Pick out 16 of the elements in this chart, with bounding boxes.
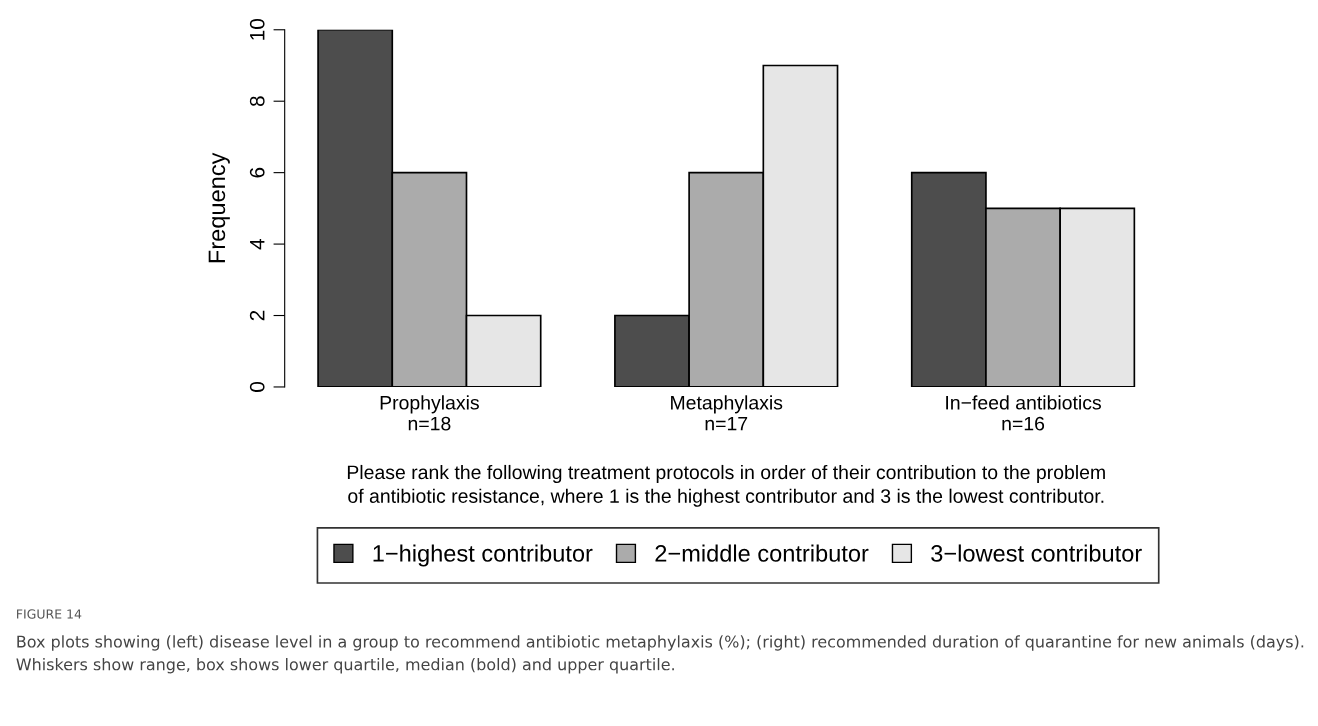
y-tick-label: 8 [249, 96, 265, 107]
y-tick-label: 6 [249, 167, 265, 178]
x-tick-label: Metaphylaxis n=17 [671, 395, 783, 431]
y-tick-label: 0 [249, 381, 265, 392]
x-tick-label: In−feed antibiotics n=16 [946, 395, 1101, 431]
y-tick-label: 10 [249, 18, 265, 40]
y-tick-label: 4 [250, 238, 265, 250]
legend-label: 2−middle contributor [655, 544, 869, 562]
x-tick-label: Prophylaxis n=18 [380, 395, 479, 431]
caption: FIGURE 14 [17, 609, 82, 619]
y-axis-title: Frequency [208, 152, 230, 263]
text: Box plots showing (left) disease level in a group to recommend antibiotic metaphylaxis (%); (right) recommended duration of quarantine for new animals (days). Whiskers show range, box shows lower quartile, median (bold) and upper quartile. [16, 635, 1304, 674]
y-tick-label: 2 [249, 310, 265, 321]
x-axis-title: Please rank the following treatment protocols in order of their contribution to the problem of antibiotic resistance, where 1 is the highest contributor and 3 is the lowest contributor. [347, 464, 1105, 507]
legend-label: 1−highest contributor [373, 544, 593, 567]
legend-label: 3−lowest contributor [931, 544, 1142, 562]
